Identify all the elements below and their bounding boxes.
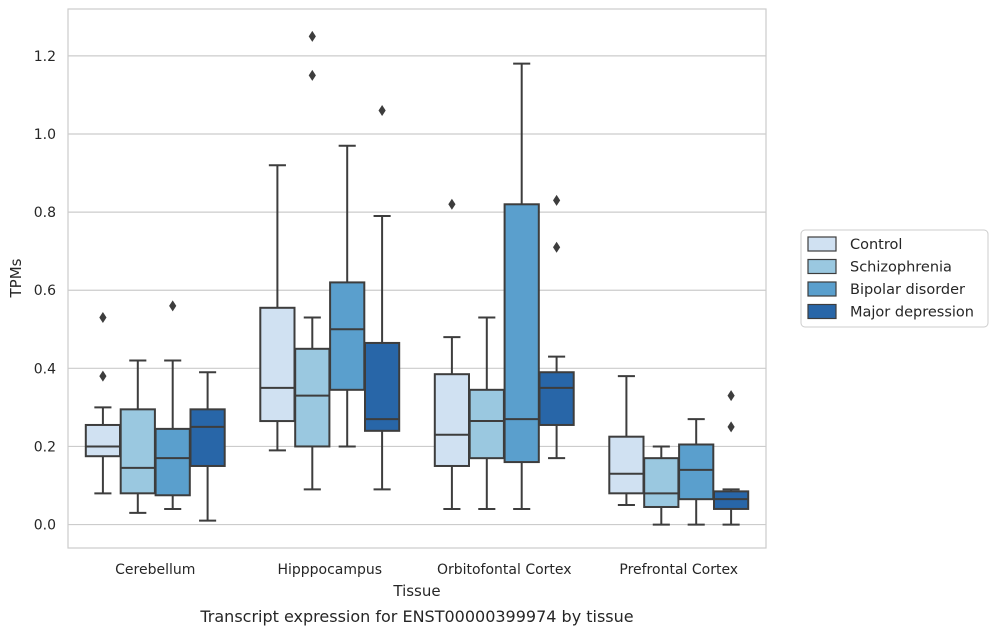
y-tick-label: 0.0 [34, 518, 56, 534]
x-tick-label: Hipppocampus [277, 562, 382, 578]
box-4-2 [643, 445, 680, 526]
box-iqr [538, 371, 575, 426]
box-iqr [643, 457, 680, 508]
outlier-point [727, 390, 735, 402]
box-4-4 [712, 390, 750, 526]
y-tick-label: 0.4 [34, 361, 56, 377]
box-4-1 [608, 375, 645, 507]
box-2-3 [329, 144, 366, 448]
outlier-point [727, 421, 735, 433]
box-iqr [84, 423, 122, 458]
box-3-4 [538, 194, 575, 460]
box-iqr [294, 347, 331, 448]
outlier-point [99, 312, 107, 324]
plot-area [84, 30, 750, 526]
legend-label: Major depression [850, 305, 974, 321]
axes-frame [67, 8, 767, 549]
box-1-2 [119, 359, 156, 514]
y-axis: 0.0 0.2 0.4 0.6 0.8 1.0 1.2 [34, 49, 56, 534]
legend-frame [800, 229, 989, 328]
x-axis: Cerebellum Hipppocampus Orbitofontal Corte… [115, 562, 738, 578]
y-tick-label: 1.0 [34, 127, 56, 143]
box-3-1 [433, 198, 471, 510]
y-tick-label: 0.6 [34, 283, 56, 299]
box-3-2 [468, 316, 505, 510]
legend-label: Control [850, 237, 902, 253]
box-2-2 [294, 30, 331, 491]
legend-swatch [807, 303, 837, 320]
legend-swatch [807, 281, 837, 297]
legend-label: Bipolar disorder [850, 282, 965, 298]
box-iqr [608, 435, 645, 495]
y-tick-label: 1.2 [34, 49, 56, 65]
box-iqr [678, 443, 715, 501]
box-iqr [154, 427, 191, 497]
box-iqr [468, 388, 505, 460]
box-iqr [433, 373, 471, 467]
box-1-1 [84, 312, 122, 495]
x-tick-label: Prefrontal Cortex [619, 562, 738, 578]
legend-swatch [807, 258, 837, 275]
box-iqr [329, 281, 366, 391]
outlier-point [553, 194, 561, 206]
box-iqr [503, 203, 540, 464]
box-4-3 [678, 418, 715, 526]
box-2-1 [259, 164, 296, 452]
box-iqr [119, 408, 156, 495]
chart-caption: Transcript expression for ENST0000039997… [199, 607, 633, 626]
box-iqr [189, 408, 226, 467]
outlier-point [378, 105, 386, 117]
legend: Control Schizophrenia Bipolar disorder Majo… [800, 229, 989, 328]
box-2-4 [363, 105, 401, 491]
outlier-point [448, 198, 456, 210]
outlier-point [553, 241, 561, 253]
outlier-point [308, 69, 316, 81]
x-tick-label: Orbitofontal Cortex [437, 562, 572, 578]
legend-label: Schizophrenia [850, 260, 952, 276]
x-tick-label: Cerebellum [115, 562, 195, 578]
outlier-point [308, 30, 316, 42]
outlier-point [169, 300, 177, 312]
box-1-3 [154, 300, 191, 510]
y-axis-label: TPMs [7, 258, 25, 298]
outlier-point [99, 370, 107, 382]
y-tick-label: 0.8 [34, 205, 56, 221]
box-iqr [363, 341, 401, 432]
x-axis-label: Tissue [392, 582, 440, 600]
box-1-4 [189, 371, 226, 522]
y-tick-label: 0.2 [34, 439, 56, 455]
box-3-3 [503, 62, 540, 510]
box-iqr [259, 306, 296, 423]
legend-swatch [807, 236, 837, 252]
